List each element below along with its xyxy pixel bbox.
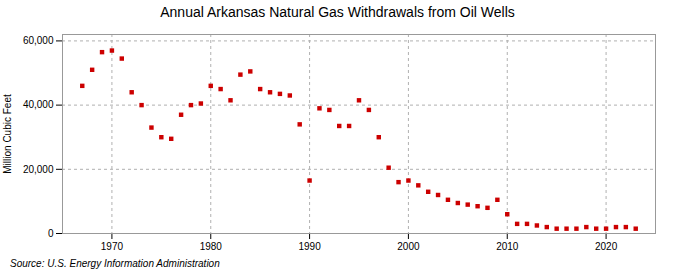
svg-text:20,000: 20,000 [23, 164, 54, 175]
html-text:Source: U.S. Energy Informatio: Source: U.S. Energy Information Administ… [10, 258, 220, 269]
svg-text:40,000: 40,000 [23, 99, 54, 110]
svg-text:1980: 1980 [200, 241, 223, 252]
svg-text:2020: 2020 [595, 241, 618, 252]
svg-text:1990: 1990 [298, 241, 321, 252]
svg-text:2000: 2000 [397, 241, 420, 252]
svg-text:2010: 2010 [496, 241, 519, 252]
svg-text:Million Cubic Feet: Million Cubic Feet [2, 94, 13, 174]
svg-text:0: 0 [48, 228, 54, 239]
svg-text:1970: 1970 [101, 241, 124, 252]
svg-text:60,000: 60,000 [23, 35, 54, 46]
html-text:Annual Arkansas Natural Gas Wi: Annual Arkansas Natural Gas Withdrawals … [160, 4, 515, 20]
